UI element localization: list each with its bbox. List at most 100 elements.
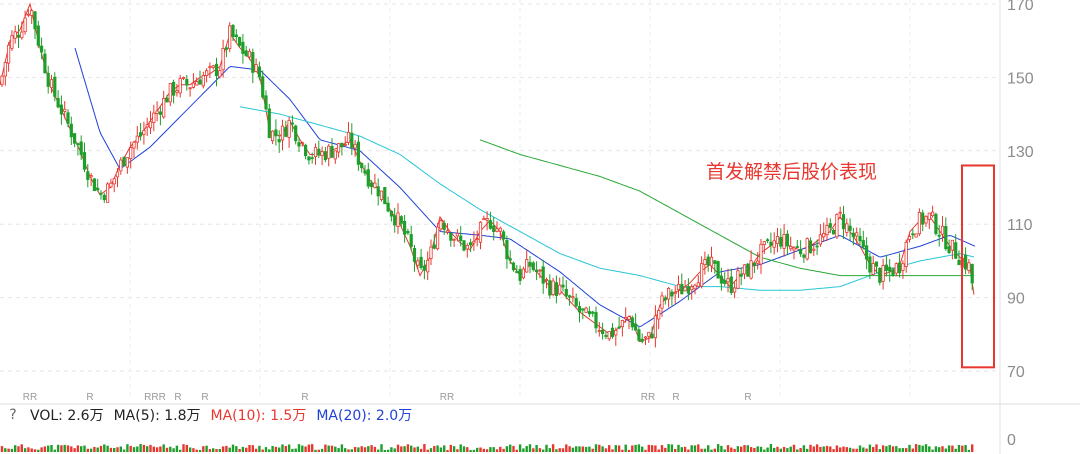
candle-body [719, 275, 724, 284]
volume-bar [911, 448, 914, 452]
volume-bar [307, 444, 311, 452]
candle-body [822, 233, 826, 238]
candle-body [432, 244, 436, 249]
volume-bar [908, 444, 911, 452]
volume-bar [885, 446, 888, 452]
candle-body [109, 182, 113, 188]
candle-body [568, 295, 572, 298]
candle-body [247, 50, 252, 58]
volume-bar [759, 446, 763, 452]
candle-body [729, 276, 733, 294]
candle-body [366, 169, 370, 187]
r-marker: R [201, 392, 208, 403]
volume-bar [674, 448, 677, 452]
grid-lines [0, 0, 1001, 454]
volume-bar [565, 444, 568, 452]
volume-bar [802, 445, 806, 452]
ma20-line [239, 106, 975, 291]
volume-bar [43, 446, 47, 452]
candle-body [927, 212, 931, 220]
vol-ma20-value: MA(20): 2.0万 [316, 408, 413, 424]
volume-bar [809, 444, 812, 452]
volume-bar [96, 447, 99, 452]
candle-body [551, 280, 555, 295]
candle-body [86, 171, 90, 180]
volume-bar [182, 444, 185, 452]
volume-bar [799, 448, 802, 452]
volume-bar [396, 444, 400, 452]
volume-bar [664, 447, 667, 452]
volume-bar [575, 446, 578, 452]
volume-bar [921, 445, 924, 452]
volume-bar [888, 444, 891, 452]
volume-bar [670, 444, 674, 452]
candle-body [92, 178, 96, 192]
candle-body [610, 327, 615, 338]
volume-bar [228, 447, 231, 452]
volume-bar [703, 448, 707, 452]
volume-bar [66, 445, 70, 452]
candle-body [802, 254, 806, 258]
candle-body [898, 262, 902, 274]
candle-body [653, 315, 658, 339]
volume-bar [281, 444, 284, 452]
candle-body [815, 245, 819, 248]
candle-body [766, 239, 770, 242]
candle-body [386, 202, 390, 212]
volume-bar [538, 448, 542, 452]
candle-body [558, 284, 562, 295]
candle-body [884, 264, 889, 271]
volume-bar [245, 447, 248, 452]
candle-body [709, 256, 714, 267]
candle-body [152, 112, 156, 123]
volume-bar [76, 445, 80, 452]
volume-bar [86, 448, 89, 452]
volume-bar [895, 446, 898, 452]
volume-bar [241, 446, 245, 452]
volume-bar [231, 444, 235, 452]
volume-bar [83, 445, 86, 452]
help-icon[interactable]: ? [9, 407, 17, 423]
candle-body [571, 296, 575, 299]
candle-body [848, 225, 852, 231]
volume-bar [264, 447, 268, 452]
volume-bar [796, 449, 799, 452]
candle-body [924, 215, 928, 224]
candle-body [112, 178, 116, 185]
volume-bar [687, 449, 690, 452]
candle-body [769, 241, 773, 246]
candle-body [106, 183, 110, 203]
volume-legend: ? VOL: 2.6万 MA(5): 1.8万 MA(10): 1.5万 MA(… [0, 404, 422, 426]
candle-body [181, 77, 186, 79]
volume-bar [868, 444, 872, 452]
volume-bar [677, 444, 680, 452]
volume-bar [56, 444, 60, 452]
candle-body [264, 95, 268, 110]
volume-bar [657, 449, 660, 452]
volume-bar [931, 449, 934, 452]
volume-bar [839, 447, 842, 452]
volume-bar [367, 446, 370, 452]
candle-body [825, 225, 829, 236]
candle-body [353, 143, 357, 149]
candle-body [785, 233, 790, 247]
volume-bar [410, 445, 413, 452]
candle-body [76, 143, 80, 146]
candle-body [683, 286, 687, 292]
volume-bar [601, 446, 604, 452]
volume-bar [47, 445, 50, 452]
candle-body [818, 234, 823, 245]
candle-body [3, 62, 7, 77]
volume-bar [542, 449, 545, 452]
candle-body [779, 236, 783, 247]
candle-body [129, 147, 133, 159]
volume-bar [360, 446, 363, 452]
candle-body [208, 66, 212, 69]
candle-body [544, 279, 549, 281]
volume-bar [268, 449, 271, 452]
candle-body [0, 75, 4, 85]
volume-bar [456, 449, 459, 452]
candle-body [911, 233, 915, 236]
volume-bar [512, 445, 515, 452]
